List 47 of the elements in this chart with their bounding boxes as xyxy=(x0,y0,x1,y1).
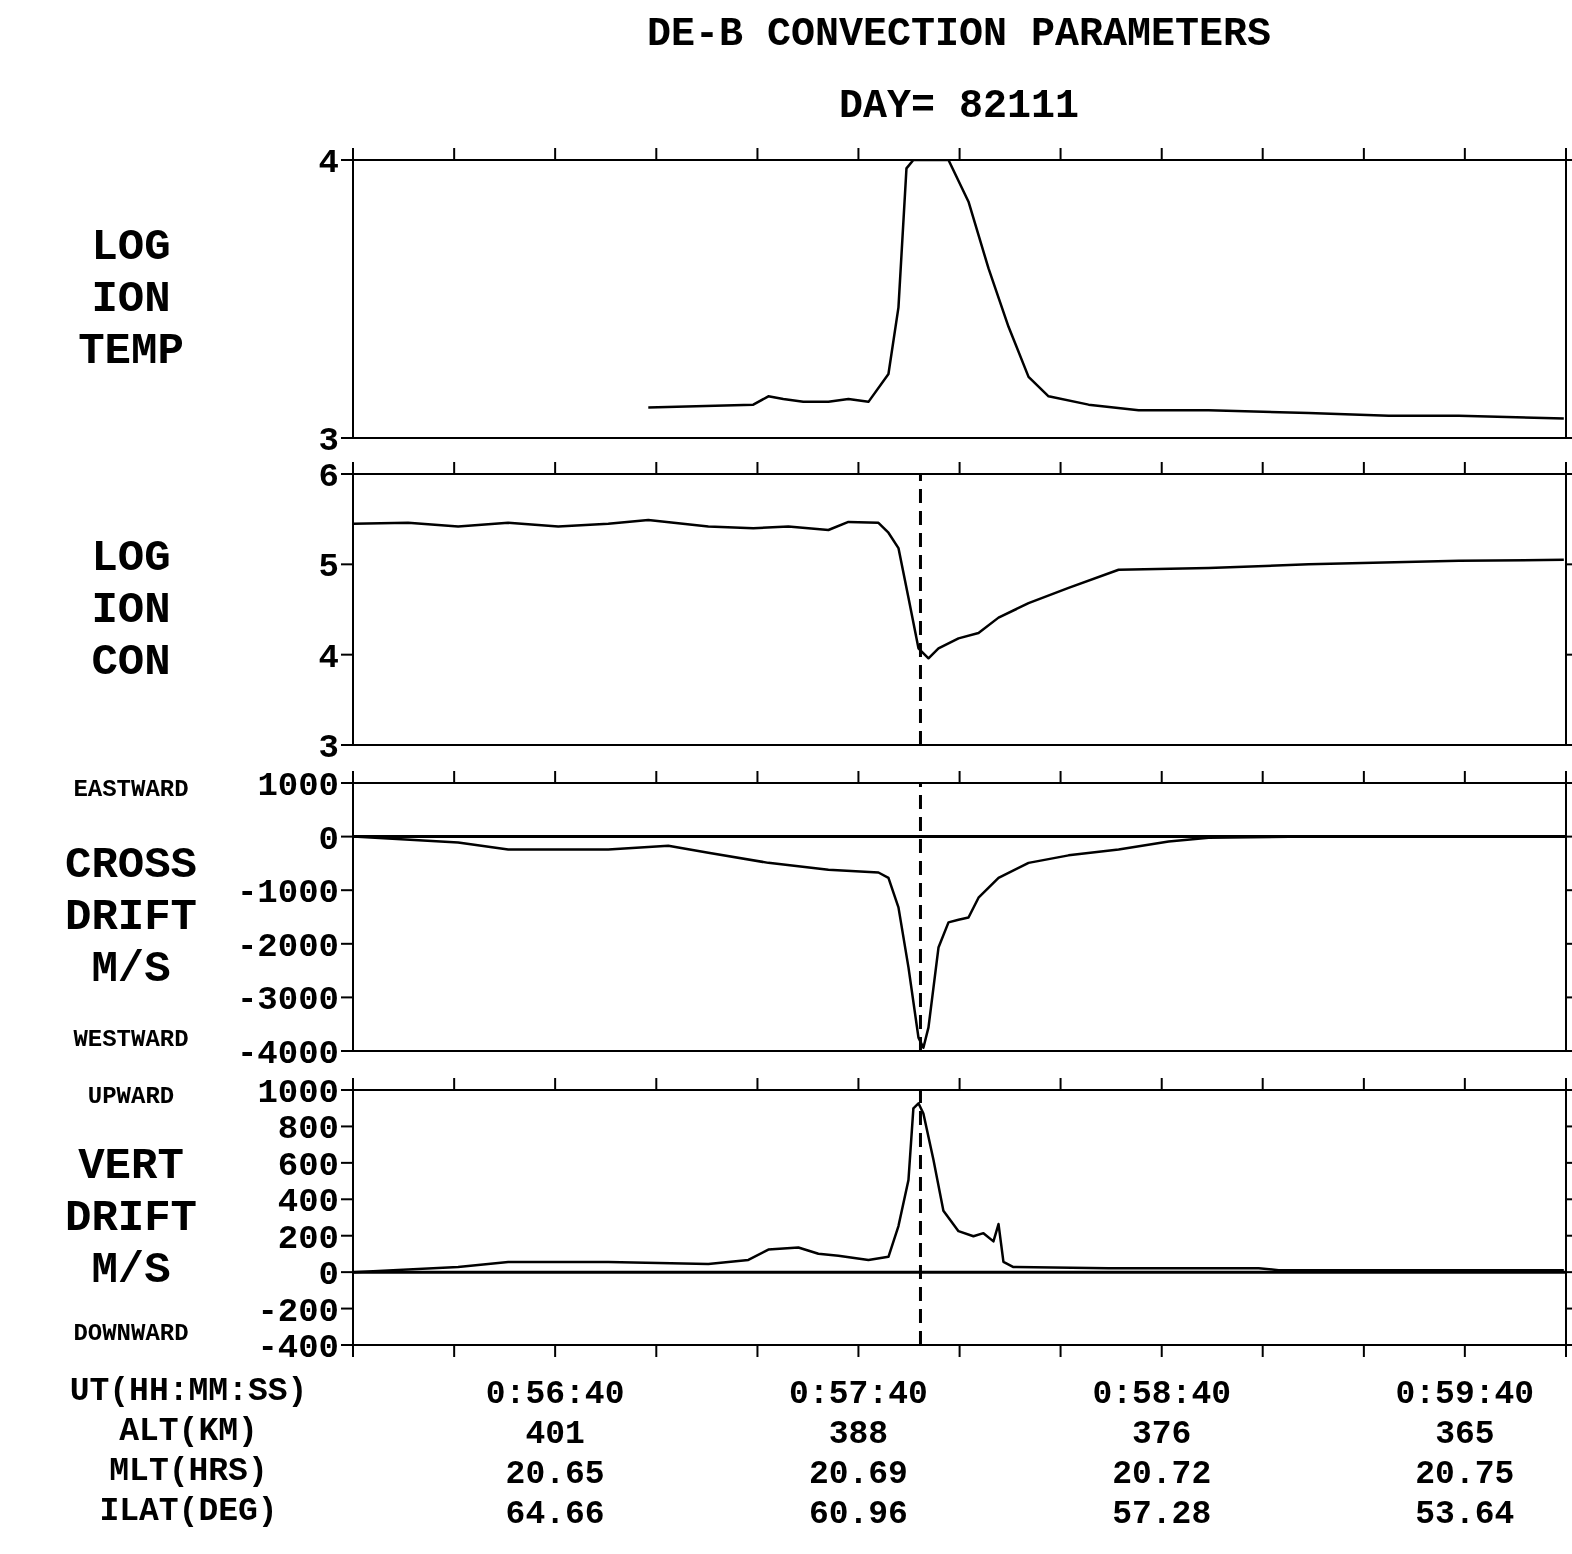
y-tick-label: -400 xyxy=(257,1329,339,1368)
y-tick-label: 1000 xyxy=(257,1074,339,1113)
y-tick-label: -3000 xyxy=(236,981,339,1020)
text: 365 xyxy=(1435,1416,1495,1453)
y-axis-title: VERT DRIFT M/S xyxy=(64,1139,198,1296)
y-tick-label: 200 xyxy=(277,1219,339,1258)
chart-title: DE-B CONVECTION PARAMETERS xyxy=(645,12,1273,57)
y-axis-title: LOG ION CON xyxy=(91,531,171,688)
x-axis-title: UT(HH:MM:SS) ALT(KM) MLT(HRS) ILAT(DEG) xyxy=(68,1372,309,1532)
text: 53.64 xyxy=(1415,1496,1515,1533)
x-tick-label: 0:58:40 xyxy=(1092,1376,1232,1413)
text: EASTWARD xyxy=(72,776,190,803)
y-tick-label: 600 xyxy=(277,1146,339,1185)
text: 20.75 xyxy=(1415,1456,1515,1493)
y-tick-label: 3 xyxy=(318,422,339,461)
y-tick-label: 400 xyxy=(277,1183,339,1222)
text: 57.28 xyxy=(1112,1496,1212,1533)
text: 60.96 xyxy=(808,1496,908,1533)
x-tick-label: 0:57:40 xyxy=(789,1376,928,1413)
y-tick-label: 5 xyxy=(318,548,339,587)
x-tick-label: 0:56:40 xyxy=(485,1376,625,1413)
y-tick-label: 800 xyxy=(277,1110,339,1149)
x-tick-label: 0:59:40 xyxy=(1395,1376,1535,1413)
y-tick-label: 3 xyxy=(318,729,339,768)
y-tick-label: 6 xyxy=(318,458,339,497)
y-tick-label: -200 xyxy=(257,1292,339,1331)
y-tick-label: -1000 xyxy=(236,874,339,913)
text: 20.65 xyxy=(505,1456,605,1493)
text: 388 xyxy=(828,1416,889,1453)
y-tick-label: -2000 xyxy=(236,927,339,966)
text: 376 xyxy=(1132,1416,1192,1453)
y-axis-title: LOG ION TEMP xyxy=(78,221,184,377)
y-tick-label: 0 xyxy=(318,1256,339,1295)
text: UPWARD xyxy=(86,1083,176,1110)
text: WESTWARD xyxy=(72,1026,190,1053)
text: 20.72 xyxy=(1112,1456,1212,1493)
y-tick-label: 4 xyxy=(318,144,339,183)
chart-subtitle: DAY= 82111 xyxy=(837,84,1080,129)
text: 20.69 xyxy=(808,1456,908,1493)
text: 401 xyxy=(525,1416,585,1453)
text: 64.66 xyxy=(505,1496,605,1533)
y-axis-title: CROSS DRIFT M/S xyxy=(64,839,198,995)
y-tick-label: 1000 xyxy=(257,767,339,806)
y-tick-label: 4 xyxy=(318,638,339,677)
y-tick-label: -4000 xyxy=(236,1035,339,1074)
text: DOWNWARD xyxy=(72,1320,190,1347)
y-tick-label: 0 xyxy=(318,820,339,859)
